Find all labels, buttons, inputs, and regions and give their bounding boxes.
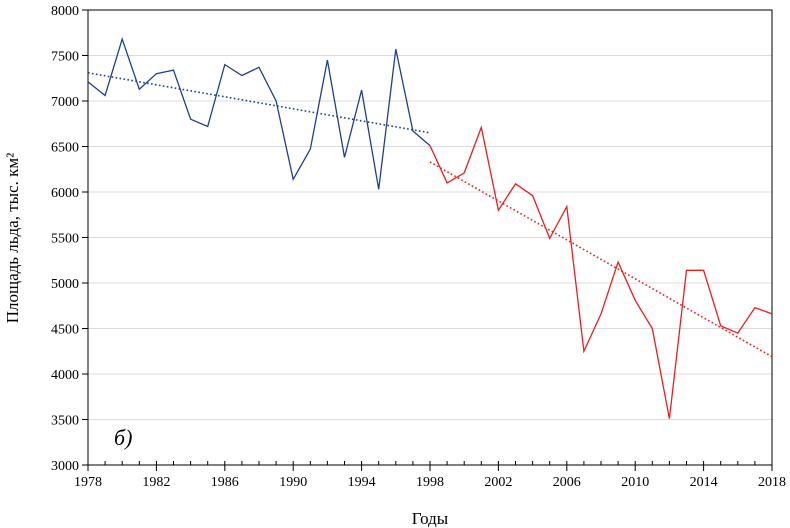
grid [88, 55, 772, 420]
x-tick-label: 1994 [348, 475, 376, 490]
trendline [429, 161, 773, 358]
y-tick-label: 5500 [51, 232, 79, 247]
y-tick-label: 5000 [51, 277, 79, 292]
series-line [429, 125, 773, 419]
x-tick-label: 1998 [416, 475, 444, 490]
x-tick-label: 1978 [74, 475, 102, 490]
y-axis-title: Площадь льда, тыс. км² [3, 153, 22, 324]
y-tick-label: 6000 [51, 186, 79, 201]
y-tick-label: 7000 [51, 95, 79, 110]
x-tick-label: 2018 [758, 475, 786, 490]
y-tick-label: 3000 [51, 459, 79, 474]
y-axis-ticks: 3000 3500 4000 4500 5000 5500 6000 6500 7000 7500… [51, 4, 88, 474]
y-tick-label: 3500 [51, 414, 79, 429]
y-tick-label: 4000 [51, 368, 79, 383]
trendline [87, 72, 431, 134]
series-lines [87, 36, 773, 419]
x-tick-label: 1986 [211, 475, 239, 490]
x-tick-label: 2014 [690, 475, 718, 490]
x-tick-label: 1990 [279, 475, 307, 490]
y-tick-label: 4500 [51, 323, 79, 338]
x-tick-label: 2002 [484, 475, 512, 490]
series-line [87, 36, 431, 190]
x-axis-title: Годы [412, 509, 449, 528]
y-tick-label: 7500 [51, 50, 79, 65]
x-axis-ticks: 1978 1982 1986 1990 1994 1998 2002 2006 2010 2014… [74, 461, 786, 490]
y-tick-label: 6500 [51, 141, 79, 156]
panel-label: б) [114, 425, 132, 450]
x-tick-label: 2010 [621, 475, 649, 490]
trendlines [87, 72, 773, 358]
x-tick-label: 2006 [553, 475, 581, 490]
y-tick-label: 8000 [51, 4, 79, 19]
x-tick-label: 1982 [142, 475, 170, 490]
